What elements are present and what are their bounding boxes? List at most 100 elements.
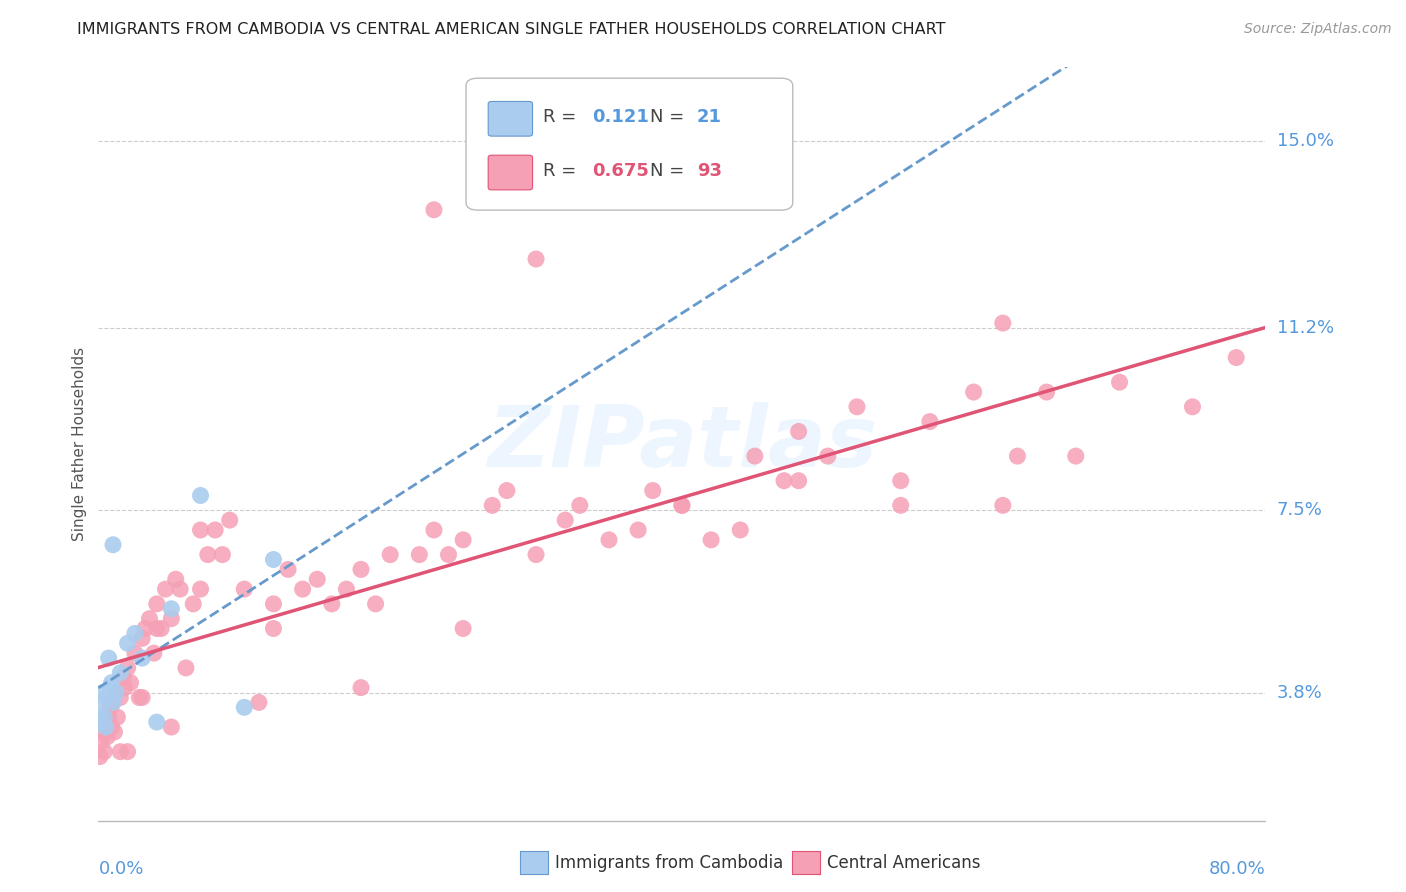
Point <box>101 695 124 709</box>
Point <box>160 602 183 616</box>
Point <box>131 651 153 665</box>
Point <box>117 745 139 759</box>
Point <box>110 690 132 705</box>
Point <box>321 597 343 611</box>
Point <box>787 425 810 439</box>
Point <box>787 474 810 488</box>
Text: 93: 93 <box>697 162 723 180</box>
Text: ZIPatlas: ZIPatlas <box>486 402 877 485</box>
Point <box>291 582 314 596</box>
Text: 0.675: 0.675 <box>592 162 650 180</box>
Point <box>146 622 169 636</box>
Point <box>218 513 240 527</box>
Point <box>91 685 114 699</box>
Point <box>100 720 122 734</box>
Point <box>100 675 122 690</box>
Point <box>437 548 460 562</box>
Point <box>190 488 212 502</box>
Text: R =: R = <box>543 108 582 127</box>
Point <box>124 646 146 660</box>
Point <box>142 646 165 660</box>
Point <box>114 681 136 695</box>
Point <box>263 622 285 636</box>
Point <box>918 415 941 429</box>
Point <box>671 499 693 513</box>
Point <box>263 552 285 566</box>
Text: 0.0%: 0.0% <box>98 860 143 878</box>
Point <box>89 700 111 714</box>
Point <box>846 400 869 414</box>
Point <box>138 612 160 626</box>
Text: Source: ZipAtlas.com: Source: ZipAtlas.com <box>1244 22 1392 37</box>
Point <box>773 474 796 488</box>
Point <box>247 695 270 709</box>
Point <box>1108 375 1130 389</box>
Point <box>134 622 156 636</box>
Point <box>1181 400 1204 414</box>
Point <box>364 597 387 611</box>
Point <box>146 597 169 611</box>
Point <box>598 533 620 547</box>
Point <box>962 385 984 400</box>
Point <box>700 533 723 547</box>
Point <box>1035 385 1057 400</box>
FancyBboxPatch shape <box>488 155 533 190</box>
Point <box>97 710 120 724</box>
Point <box>197 548 219 562</box>
Text: 15.0%: 15.0% <box>1277 132 1333 150</box>
Point <box>817 449 839 463</box>
Point <box>90 735 112 749</box>
Point <box>89 749 111 764</box>
Point <box>641 483 664 498</box>
Point <box>627 523 650 537</box>
Point <box>211 548 233 562</box>
Point <box>174 661 197 675</box>
Point <box>110 745 132 759</box>
FancyBboxPatch shape <box>465 78 793 211</box>
Point <box>101 538 124 552</box>
Point <box>181 597 204 611</box>
Point <box>524 548 547 562</box>
Point <box>104 685 127 699</box>
Point <box>169 582 191 596</box>
Point <box>128 690 150 705</box>
Text: N =: N = <box>651 162 690 180</box>
Point <box>96 690 118 705</box>
Text: Central Americans: Central Americans <box>827 854 980 871</box>
Point <box>730 523 752 537</box>
Text: 0.121: 0.121 <box>592 108 650 127</box>
Text: R =: R = <box>543 162 582 180</box>
Point <box>155 582 177 596</box>
Text: IMMIGRANTS FROM CAMBODIA VS CENTRAL AMERICAN SINGLE FATHER HOUSEHOLDS CORRELATIO: IMMIGRANTS FROM CAMBODIA VS CENTRAL AMER… <box>77 22 946 37</box>
Point <box>671 499 693 513</box>
Point <box>117 636 139 650</box>
Text: 21: 21 <box>697 108 723 127</box>
Point <box>554 513 576 527</box>
Point <box>307 572 329 586</box>
Point <box>277 562 299 576</box>
Text: 7.5%: 7.5% <box>1277 501 1323 519</box>
Point <box>131 632 153 646</box>
Point <box>744 449 766 463</box>
Point <box>496 483 519 498</box>
Point <box>524 252 547 266</box>
Point <box>146 715 169 730</box>
Y-axis label: Single Father Households: Single Father Households <box>72 347 87 541</box>
Point <box>98 681 121 695</box>
Point <box>93 745 115 759</box>
Point <box>204 523 226 537</box>
Point <box>991 499 1014 513</box>
Point <box>190 523 212 537</box>
Point <box>335 582 357 596</box>
Point <box>481 499 503 513</box>
Point <box>233 700 256 714</box>
Point <box>117 661 139 675</box>
FancyBboxPatch shape <box>488 102 533 136</box>
Point <box>423 523 446 537</box>
Point <box>96 730 118 744</box>
Point <box>1007 449 1029 463</box>
Point <box>380 548 402 562</box>
Point <box>112 671 135 685</box>
Point <box>263 597 285 611</box>
Point <box>451 533 474 547</box>
